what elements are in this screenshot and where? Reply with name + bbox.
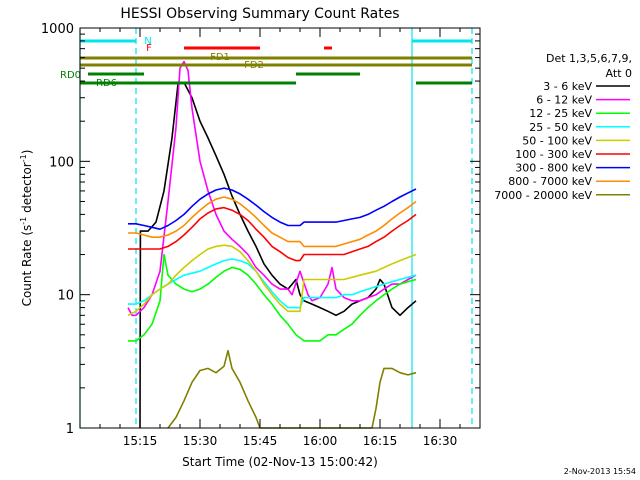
y-axis-label-sup: -1 [19,154,28,162]
legend-label: 800 - 7000 keV [508,175,592,188]
y-axis-label-part: ) [20,150,34,155]
chart-title: HESSI Observing Summary Count Rates [120,6,399,22]
flag-bar-label: N [144,36,151,47]
legend-label: 7000 - 20000 keV [494,189,592,202]
legend-label: 6 - 12 keV [536,94,592,107]
legend-header-line2: Att 0 [606,67,632,80]
flag-bar-label: F [146,43,152,54]
series-line [128,187,417,230]
x-tick-label: 16:00 [303,434,338,448]
y-tick-label: 1000 [41,22,74,37]
x-tick-label: 16:30 [423,434,458,448]
legend-label: 3 - 6 keV [543,80,592,93]
flag-bar-label: RD6 [96,78,117,89]
series-line [128,258,417,309]
x-tick-label: 15:15 [123,434,158,448]
x-tick-label: 15:45 [243,434,278,448]
y-tick-label: 10 [57,289,74,304]
x-tick-label: 15:30 [183,434,218,448]
legend-label: 50 - 100 keV [522,134,592,147]
series-line [128,253,417,342]
series-line [127,60,417,317]
legend-label: 12 - 25 keV [529,107,592,120]
y-axis-label-part: Count Rate (s [20,225,34,307]
series-line [167,349,417,429]
flag-bar-label: RD0 [60,70,81,81]
y-axis-label-sup: -1 [19,217,28,225]
series-line [127,244,417,317]
y-axis-label: Count Rate (s-1 detector-1) [19,150,34,307]
legend-header-line1: Det 1,3,5,6,7,9, [546,52,632,65]
y-axis-label-part: detector [20,162,34,217]
axes: 1 10 100 1000 15:15 15:30 15:45 16:00 16:15 16:30 [41,22,480,448]
y-tick-label: 1 [66,422,74,437]
legend-label: 300 - 800 keV [515,162,592,175]
saa-night-markers [79,28,473,428]
flag-bar-label: FD2 [244,60,264,71]
series-line [139,81,417,429]
timestamp: 2-Nov-2013 15:54 [564,467,636,476]
y-tick-label: 100 [49,155,74,170]
flag-bars: NF FD1 FD2 RD0 RD6 [60,36,472,89]
series-lines [127,60,417,429]
legend-label: 25 - 50 keV [529,121,592,134]
x-axis-label: Start Time (02-Nov-13 15:00:42) [182,455,378,469]
flag-bar-label: FD1 [210,52,230,63]
series-line [128,206,417,262]
x-tick-label: 16:15 [363,434,398,448]
series-line [128,196,417,248]
legend-label: 100 - 300 keV [515,148,592,161]
